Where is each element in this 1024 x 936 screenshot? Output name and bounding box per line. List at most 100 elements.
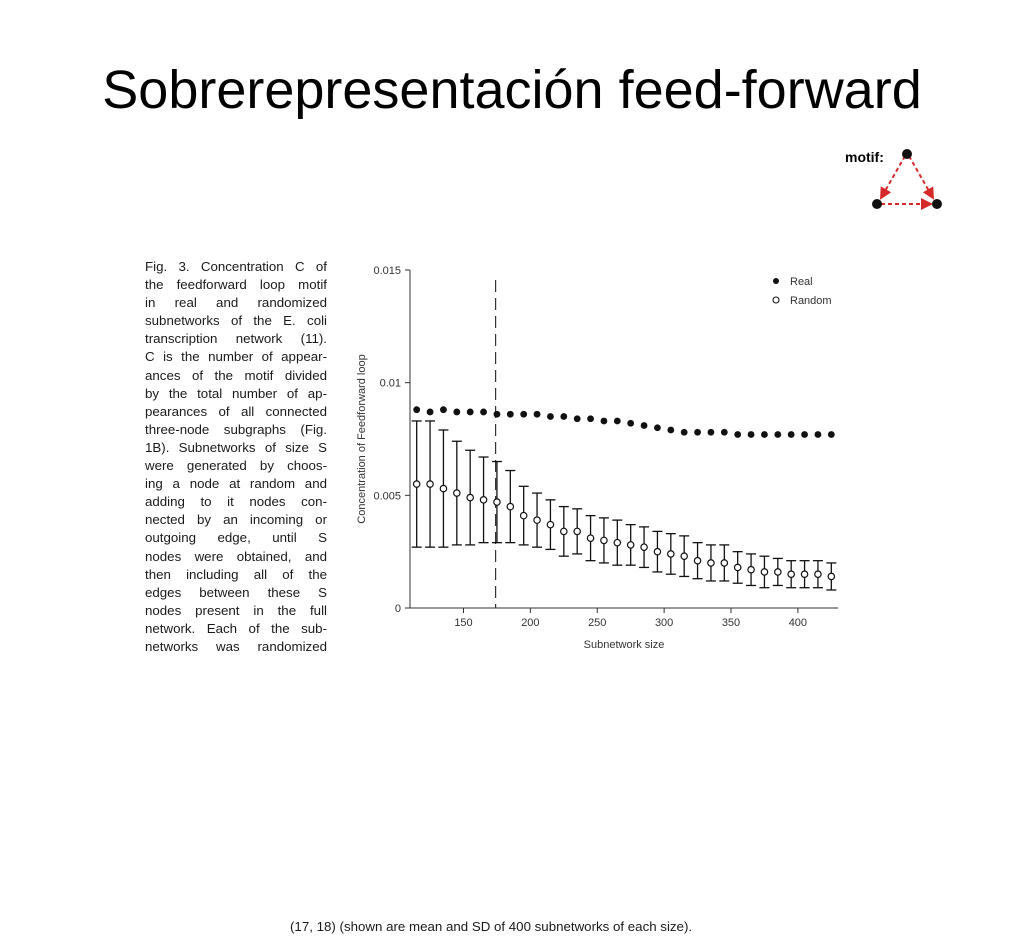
legend-real-label: Real bbox=[790, 276, 813, 288]
random-point bbox=[800, 570, 809, 579]
slide-title: Sobrerepresentación feed-forward bbox=[102, 60, 922, 120]
random-point bbox=[774, 568, 782, 576]
real-point bbox=[654, 424, 661, 432]
real-point bbox=[413, 406, 421, 414]
caption-line: network. Each of the sub- bbox=[145, 620, 327, 636]
real-point bbox=[560, 413, 568, 420]
caption-line: adding to it nodes con- bbox=[145, 494, 327, 510]
random-point bbox=[560, 527, 568, 536]
motif-node-right bbox=[932, 199, 942, 209]
random-point bbox=[600, 536, 608, 545]
x-tick-label: 400 bbox=[789, 617, 807, 629]
caption-line: in real and randomized bbox=[145, 295, 327, 311]
real-point bbox=[761, 431, 768, 438]
random-point bbox=[506, 502, 515, 511]
real-point bbox=[506, 410, 514, 418]
real-point bbox=[573, 415, 581, 423]
random-point bbox=[439, 484, 448, 493]
caption-line: nodes were obtained, and bbox=[145, 548, 327, 564]
legend-random-marker bbox=[772, 296, 780, 304]
random-point bbox=[573, 527, 581, 536]
y-tick-label: 0.015 bbox=[373, 265, 401, 277]
real-point bbox=[680, 428, 688, 436]
caption-line: Fig. 3. Concentration C of bbox=[145, 259, 327, 274]
random-point bbox=[466, 493, 474, 502]
real-point bbox=[774, 431, 782, 438]
random-point bbox=[733, 563, 742, 572]
caption-line: pearances of all connected bbox=[145, 403, 327, 419]
caption-line: 1B). Subnetworks of size S bbox=[145, 439, 327, 455]
real-point bbox=[426, 408, 434, 416]
x-tick-label: 350 bbox=[722, 617, 740, 629]
real-point bbox=[694, 428, 701, 436]
motif-edge-top-left bbox=[880, 155, 906, 200]
random-point bbox=[693, 556, 702, 565]
x-tick-label: 300 bbox=[655, 617, 673, 629]
real-point bbox=[640, 422, 648, 429]
real-point bbox=[707, 428, 715, 436]
real-point bbox=[547, 413, 554, 420]
random-point bbox=[586, 534, 595, 542]
real-point bbox=[787, 431, 795, 438]
real-point bbox=[747, 431, 755, 438]
y-tick-label: 0.005 bbox=[373, 490, 401, 502]
random-point bbox=[747, 565, 755, 574]
random-point bbox=[613, 538, 622, 547]
random-point bbox=[546, 520, 555, 529]
random-point bbox=[493, 498, 501, 506]
real-point bbox=[600, 417, 608, 425]
caption-line: networks was randomized bbox=[145, 638, 327, 654]
x-tick-label: 250 bbox=[588, 617, 606, 629]
caption-line: outgoing edge, until S bbox=[145, 530, 327, 546]
real-point bbox=[734, 431, 742, 438]
real-point bbox=[466, 408, 474, 416]
y-tick-label: 0.01 bbox=[380, 378, 401, 390]
motif-node-left bbox=[872, 199, 882, 209]
caption-line: ances of the motif divided bbox=[145, 367, 327, 383]
random-point bbox=[533, 516, 541, 524]
real-point bbox=[720, 428, 728, 436]
y-tick-label: 0 bbox=[395, 603, 401, 615]
random-point bbox=[640, 543, 648, 551]
real-point bbox=[801, 431, 808, 438]
random-point bbox=[519, 511, 528, 520]
real-point bbox=[587, 415, 594, 423]
real-point bbox=[814, 431, 822, 438]
caption-line: C is the number of appear- bbox=[145, 349, 327, 365]
figure-caption: Fig. 3. Concentration C of the feedforwar… bbox=[145, 258, 327, 656]
x-tick-label: 200 bbox=[521, 617, 539, 629]
motif-edge-top-right bbox=[908, 155, 934, 200]
feedforward-motif-icon bbox=[872, 149, 942, 210]
caption-line: the feedforward loop motif bbox=[145, 277, 327, 293]
caption-line: nodes present in the full bbox=[145, 602, 327, 618]
caption-line: nected by an incoming or bbox=[145, 512, 327, 528]
real-point bbox=[480, 408, 487, 416]
chart: 0 0.005 0.01 0.015 150 200 250 300 350 400 Subnetw… bbox=[355, 258, 855, 658]
caption-line: subnetworks of the E. coli bbox=[145, 313, 327, 329]
legend-random-label: Random bbox=[790, 295, 832, 307]
random-point bbox=[707, 559, 715, 567]
random-point bbox=[626, 541, 635, 549]
real-point bbox=[667, 426, 675, 434]
real-point bbox=[533, 410, 541, 418]
random-point bbox=[787, 570, 795, 579]
random-point bbox=[653, 547, 662, 556]
random-point bbox=[720, 559, 729, 567]
caption-line: three-node subgraphs (Fig. bbox=[145, 421, 327, 437]
caption-line: edges between these S bbox=[145, 584, 327, 600]
random-point bbox=[412, 480, 421, 488]
random-point bbox=[680, 552, 688, 560]
x-axis-label: Subnetwork size bbox=[584, 639, 665, 651]
caption-last-line: (17, 18) (shown are mean and SD of 400 s… bbox=[290, 919, 693, 934]
random-point bbox=[760, 568, 769, 576]
random-point bbox=[479, 496, 488, 504]
caption-line: were generated by choos- bbox=[145, 458, 327, 474]
random-point bbox=[667, 550, 675, 558]
real-point bbox=[520, 410, 528, 418]
caption-line: then including all of the bbox=[145, 566, 327, 582]
caption-line: ing a node at random and bbox=[145, 476, 327, 492]
real-point bbox=[627, 419, 635, 427]
caption-line: transcription network (11). bbox=[145, 331, 327, 347]
random-point bbox=[814, 570, 822, 579]
real-point bbox=[493, 410, 501, 418]
